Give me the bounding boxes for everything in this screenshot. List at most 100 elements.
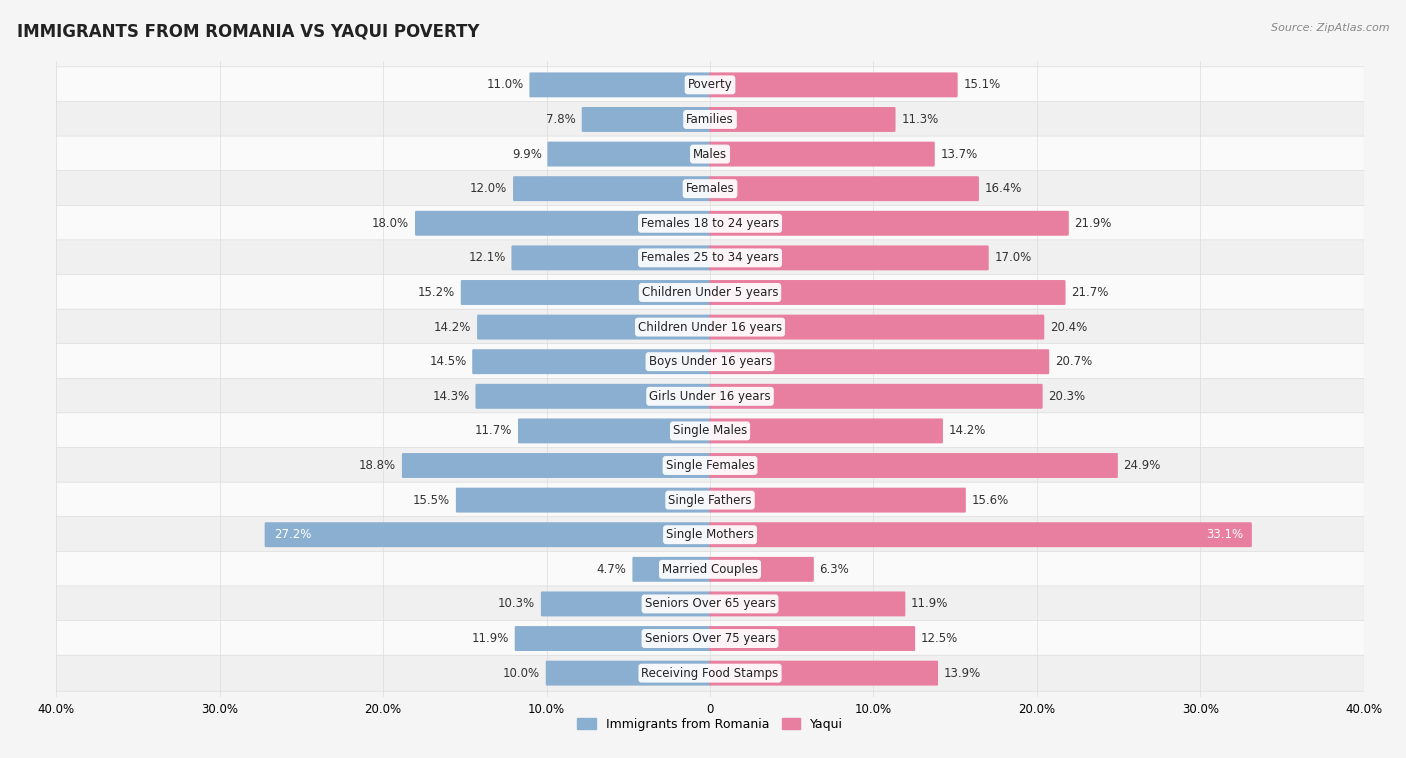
Text: 10.3%: 10.3% [498,597,536,610]
FancyBboxPatch shape [56,482,1364,518]
Text: Families: Families [686,113,734,126]
Text: 12.1%: 12.1% [468,252,506,265]
Text: 11.7%: 11.7% [475,424,512,437]
FancyBboxPatch shape [56,551,1364,587]
FancyBboxPatch shape [709,626,915,651]
Text: Girls Under 16 years: Girls Under 16 years [650,390,770,402]
Text: 10.0%: 10.0% [503,666,540,680]
FancyBboxPatch shape [56,378,1364,415]
FancyBboxPatch shape [709,73,957,97]
Text: Females: Females [686,182,734,195]
FancyBboxPatch shape [546,661,711,685]
Text: 21.9%: 21.9% [1074,217,1112,230]
FancyBboxPatch shape [56,517,1364,553]
Text: Single Mothers: Single Mothers [666,528,754,541]
FancyBboxPatch shape [56,205,1364,241]
Text: Boys Under 16 years: Boys Under 16 years [648,356,772,368]
Text: 20.3%: 20.3% [1049,390,1085,402]
FancyBboxPatch shape [709,418,943,443]
Text: 20.7%: 20.7% [1054,356,1092,368]
FancyBboxPatch shape [709,107,896,132]
Text: 15.2%: 15.2% [418,286,456,299]
FancyBboxPatch shape [709,349,1049,374]
Text: 15.5%: 15.5% [413,493,450,506]
FancyBboxPatch shape [56,136,1364,172]
Text: 15.6%: 15.6% [972,493,1008,506]
FancyBboxPatch shape [709,211,1069,236]
Text: 17.0%: 17.0% [994,252,1032,265]
FancyBboxPatch shape [56,655,1364,691]
Text: Single Males: Single Males [673,424,747,437]
FancyBboxPatch shape [709,315,1045,340]
FancyBboxPatch shape [709,557,814,582]
FancyBboxPatch shape [456,487,711,512]
FancyBboxPatch shape [402,453,711,478]
Text: Seniors Over 65 years: Seniors Over 65 years [644,597,776,610]
Text: Children Under 16 years: Children Under 16 years [638,321,782,334]
Text: Seniors Over 75 years: Seniors Over 75 years [644,632,776,645]
Text: 13.7%: 13.7% [941,148,977,161]
FancyBboxPatch shape [709,176,979,201]
FancyBboxPatch shape [530,73,711,97]
FancyBboxPatch shape [56,240,1364,276]
Text: 27.2%: 27.2% [274,528,311,541]
Text: Females 25 to 34 years: Females 25 to 34 years [641,252,779,265]
Text: Children Under 5 years: Children Under 5 years [641,286,779,299]
FancyBboxPatch shape [541,591,711,616]
Text: Females 18 to 24 years: Females 18 to 24 years [641,217,779,230]
Text: 18.8%: 18.8% [359,459,396,472]
Text: 14.3%: 14.3% [433,390,470,402]
FancyBboxPatch shape [709,453,1118,478]
Text: Receiving Food Stamps: Receiving Food Stamps [641,666,779,680]
Text: Single Females: Single Females [665,459,755,472]
Text: 6.3%: 6.3% [820,563,849,576]
FancyBboxPatch shape [56,343,1364,380]
Text: 18.0%: 18.0% [373,217,409,230]
FancyBboxPatch shape [56,447,1364,484]
Text: Males: Males [693,148,727,161]
FancyBboxPatch shape [515,626,711,651]
FancyBboxPatch shape [709,591,905,616]
Text: 24.9%: 24.9% [1123,459,1161,472]
FancyBboxPatch shape [56,67,1364,103]
Text: 12.0%: 12.0% [470,182,508,195]
FancyBboxPatch shape [709,661,938,685]
Text: 11.0%: 11.0% [486,78,523,92]
Text: 4.7%: 4.7% [596,563,627,576]
FancyBboxPatch shape [56,309,1364,345]
FancyBboxPatch shape [56,586,1364,622]
Text: Single Fathers: Single Fathers [668,493,752,506]
FancyBboxPatch shape [709,487,966,512]
FancyBboxPatch shape [709,384,1043,409]
FancyBboxPatch shape [582,107,711,132]
FancyBboxPatch shape [517,418,711,443]
FancyBboxPatch shape [56,171,1364,207]
Text: 14.5%: 14.5% [429,356,467,368]
FancyBboxPatch shape [472,349,711,374]
FancyBboxPatch shape [56,621,1364,656]
Legend: Immigrants from Romania, Yaqui: Immigrants from Romania, Yaqui [572,713,848,736]
FancyBboxPatch shape [709,522,1251,547]
Text: Source: ZipAtlas.com: Source: ZipAtlas.com [1271,23,1389,33]
FancyBboxPatch shape [547,142,711,167]
FancyBboxPatch shape [264,522,711,547]
Text: 9.9%: 9.9% [512,148,541,161]
Text: IMMIGRANTS FROM ROMANIA VS YAQUI POVERTY: IMMIGRANTS FROM ROMANIA VS YAQUI POVERTY [17,23,479,41]
Text: Poverty: Poverty [688,78,733,92]
FancyBboxPatch shape [513,176,711,201]
Text: 21.7%: 21.7% [1071,286,1108,299]
Text: 11.3%: 11.3% [901,113,939,126]
Text: 15.1%: 15.1% [963,78,1001,92]
Text: 11.9%: 11.9% [471,632,509,645]
FancyBboxPatch shape [512,246,711,271]
FancyBboxPatch shape [415,211,711,236]
Text: Married Couples: Married Couples [662,563,758,576]
FancyBboxPatch shape [475,384,711,409]
FancyBboxPatch shape [709,246,988,271]
FancyBboxPatch shape [709,142,935,167]
FancyBboxPatch shape [56,102,1364,137]
Text: 7.8%: 7.8% [547,113,576,126]
Text: 20.4%: 20.4% [1050,321,1087,334]
FancyBboxPatch shape [56,413,1364,449]
Text: 33.1%: 33.1% [1206,528,1243,541]
